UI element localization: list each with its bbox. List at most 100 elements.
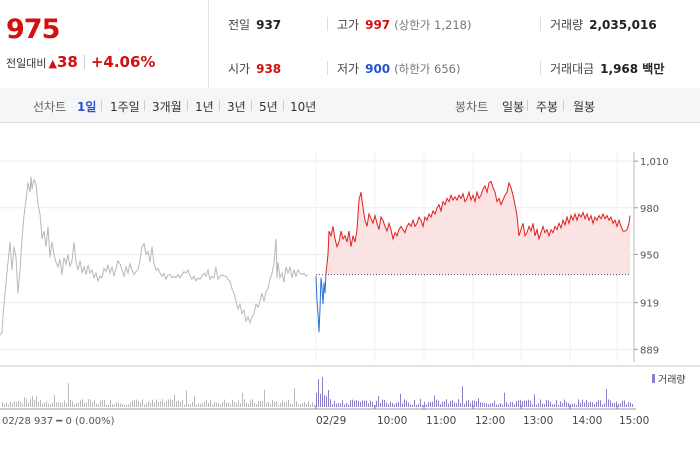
volume-bar: [550, 401, 551, 407]
volume-bar: [276, 401, 277, 407]
volume-bar: [60, 402, 61, 407]
volume-bar: [328, 389, 329, 407]
volume-bar: [618, 404, 619, 407]
volume-bar: [76, 402, 77, 407]
volume-bar: [258, 401, 259, 407]
volume-bar: [494, 400, 495, 407]
volume-bar: [126, 404, 127, 407]
volume-bar: [174, 394, 175, 407]
tab-3m[interactable]: 3개월: [152, 100, 182, 114]
divider: [527, 100, 528, 111]
divider: [83, 55, 85, 69]
tab-daily-candle[interactable]: 일봉: [502, 100, 525, 114]
volume-bar: [124, 404, 125, 407]
volume-bar: [278, 404, 279, 407]
change-pct: +4.06%: [90, 53, 156, 71]
volume-bar: [464, 403, 465, 407]
tab-1y[interactable]: 1년: [195, 100, 214, 114]
volume-bar: [610, 400, 611, 407]
volume-bar: [482, 402, 483, 407]
volume-bar: [206, 400, 207, 407]
volume-bar: [308, 401, 309, 407]
volume-bar: [218, 403, 219, 407]
tab-1w[interactable]: 1주일: [110, 100, 140, 114]
volume-bar: [400, 393, 401, 407]
volume-bar: [70, 399, 71, 407]
volume-legend: 거래량: [658, 374, 686, 386]
volume-bar: [434, 395, 435, 407]
volume-bar: [186, 390, 187, 407]
volume-bar: [370, 400, 371, 407]
stat-low: 저가 900 (하한가 656): [337, 60, 460, 77]
volume-bar: [138, 401, 139, 407]
volume-bar: [606, 388, 607, 407]
volume-bar: [426, 404, 427, 407]
volume-bar: [10, 401, 11, 407]
volume-bar: [268, 401, 269, 407]
volume-bars: [2, 377, 633, 407]
volume-bar: [404, 399, 405, 407]
volume-bar: [534, 394, 535, 407]
volume-bar: [52, 402, 53, 407]
tab-monthly-candle[interactable]: 월봉: [573, 100, 596, 114]
volume-bar: [316, 392, 317, 407]
volume-bar: [348, 404, 349, 407]
volume-bar: [2, 402, 3, 407]
volume-bar: [100, 400, 101, 407]
change-abs: 38: [56, 53, 78, 71]
volume-bar: [240, 403, 241, 407]
divider: [540, 17, 541, 31]
volume-bar: [274, 401, 275, 407]
volume-bar: [372, 402, 373, 407]
volume-bar: [314, 404, 315, 407]
volume-bar: [290, 403, 291, 407]
volume-bar: [378, 396, 379, 407]
volume-bar: [66, 403, 67, 407]
volume-bar: [282, 400, 283, 407]
volume-bar: [468, 400, 469, 407]
volume-bar: [196, 404, 197, 407]
summary-panel: 975 전일대비 ▲38 +4.06% 전일 937 고가 997 (상한가 1,218)…: [0, 0, 700, 89]
volume-bar: [64, 400, 65, 407]
volume-bar: [492, 402, 493, 407]
volume-bar: [134, 400, 135, 407]
volume-bar: [114, 404, 115, 407]
volume-bar: [430, 402, 431, 407]
volume-bar: [322, 377, 323, 407]
volume-bar: [508, 404, 509, 407]
stat-low-value: 900: [365, 62, 391, 76]
volume-bar: [476, 401, 477, 407]
volume-bar: [360, 402, 361, 407]
divider: [251, 100, 252, 111]
change-label: 전일대비: [6, 57, 47, 70]
x-tick-label: 12:00: [475, 415, 505, 427]
volume-bar: [298, 404, 299, 407]
volume-bar: [472, 400, 473, 407]
volume-bar: [540, 399, 541, 407]
tab-1d[interactable]: 1일: [77, 100, 97, 114]
volume-bar: [26, 398, 27, 407]
volume-bar: [4, 404, 5, 407]
volume-bar: [24, 397, 25, 407]
volume-bar: [254, 402, 255, 407]
volume-bar: [42, 403, 43, 407]
tab-3y[interactable]: 3년: [227, 100, 246, 114]
prev-day-line: [0, 176, 309, 336]
volume-bar: [224, 399, 225, 407]
x-tick-label: 10:00: [377, 415, 407, 427]
today-down-line: [315, 273, 327, 333]
volume-bar: [520, 399, 521, 407]
volume-bar: [32, 396, 33, 407]
tab-weekly-candle[interactable]: 주봉: [536, 100, 559, 114]
tab-5y[interactable]: 5년: [259, 100, 278, 114]
tab-10y[interactable]: 10년: [290, 100, 317, 114]
volume-bar: [368, 403, 369, 407]
volume-bar: [412, 404, 413, 407]
volume-bar: [440, 404, 441, 407]
volume-bar: [344, 404, 345, 407]
volume-bar: [410, 404, 411, 407]
volume-bar: [136, 399, 137, 407]
volume-bar: [166, 400, 167, 407]
today-up-line: [325, 180, 631, 274]
volume-bar: [442, 401, 443, 407]
